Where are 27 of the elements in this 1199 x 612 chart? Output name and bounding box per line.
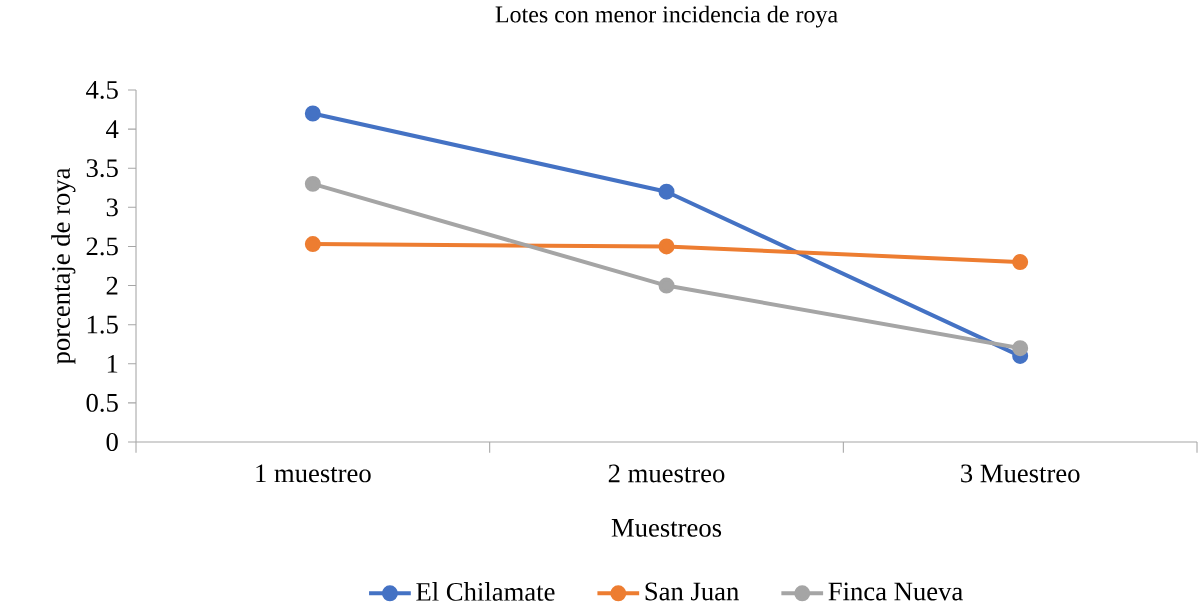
point: [658, 238, 675, 255]
y-tick-label: 1.5: [87, 315, 118, 334]
point: [304, 105, 321, 122]
y-tick-label: 1: [107, 354, 118, 373]
point: [1012, 254, 1029, 271]
x-tick-label: 3 Muestreo: [961, 464, 1080, 483]
point: [304, 236, 321, 253]
x-tick-label: 1 muestreo: [256, 464, 371, 483]
y-tick-label: 2: [106, 276, 118, 295]
y-tick-label: 3: [106, 198, 118, 217]
x-axis-title: Muestreos: [611, 519, 722, 537]
y-tick-label: 4.5: [86, 81, 118, 99]
y-tick-label: 0: [106, 433, 118, 451]
y-tick-label: 3.5: [86, 159, 118, 178]
point: [1012, 340, 1029, 357]
point: [658, 183, 675, 200]
legend-label: El Chilamate: [416, 582, 555, 601]
point: [658, 277, 675, 294]
y-tick-label: 2.5: [86, 237, 118, 256]
point: [304, 175, 321, 192]
legend-label: San Juan: [645, 582, 739, 601]
x-tick-label: 2 muestreo: [608, 464, 725, 483]
y-tick-label: 4: [106, 120, 119, 138]
y-axis-title: porcentaje de roya: [51, 167, 76, 365]
chart-title: Lotes con menor incidencia de roya: [495, 5, 838, 28]
legend-label: Finca Nueva: [828, 582, 963, 601]
y-tick-label: 0.5: [86, 393, 118, 412]
